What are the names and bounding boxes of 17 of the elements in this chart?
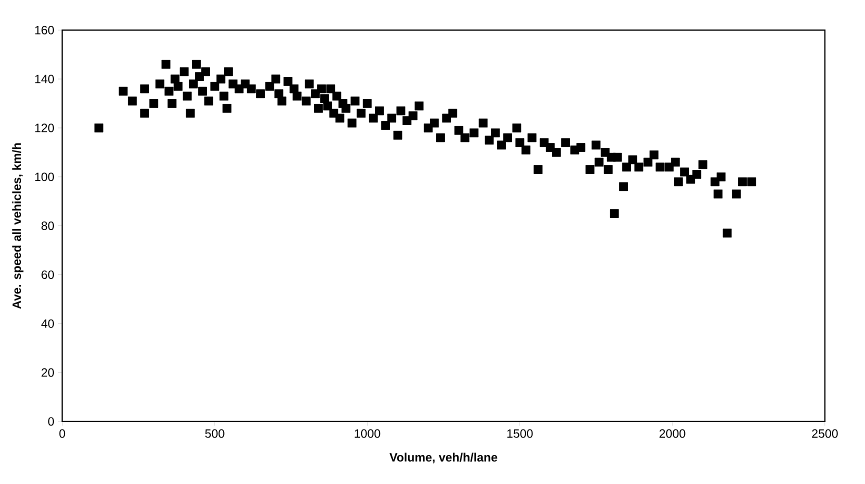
y-tick-label: 60 [42, 270, 54, 280]
y-tick-label: 80 [42, 222, 54, 230]
x-axis-title: Volume, veh/h/lane [390, 452, 498, 464]
x-tick-label: 1500 [507, 429, 533, 438]
x-tick-label: 2000 [660, 429, 686, 438]
y-tick-label: 20 [42, 368, 54, 377]
y-tick-label: 40 [41, 320, 54, 328]
y-tick-label: 160 [35, 26, 54, 35]
y-axis-title: Ave. speed all vehicles, km/h [12, 143, 24, 309]
x-tick-label: 0 [59, 429, 66, 438]
y-tick-label: 100 [35, 172, 54, 182]
x-tick-label: 1000 [354, 429, 380, 438]
y-tick-label: 140 [35, 74, 54, 84]
x-tick-label: 500 [205, 429, 224, 438]
x-tick-label: 2500 [812, 429, 838, 438]
y-tick-label: 120 [35, 124, 54, 132]
y-tick-label: 0 [48, 417, 54, 426]
